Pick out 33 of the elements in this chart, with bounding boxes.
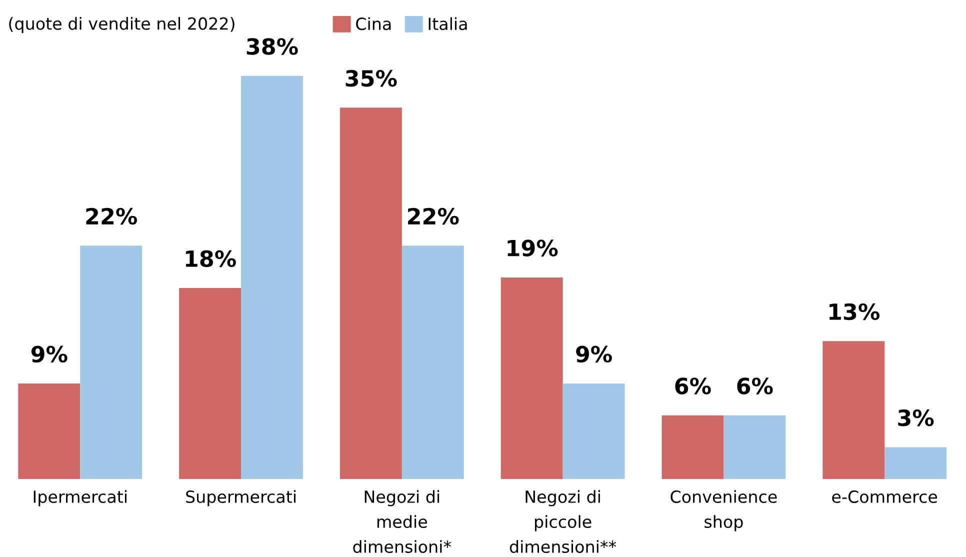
legend-label: Italia <box>428 17 467 30</box>
bar <box>500 277 563 480</box>
legend-label: Cina <box>356 17 391 30</box>
data-label: 19% <box>508 240 558 256</box>
data-label: 13% <box>830 303 880 320</box>
bar <box>884 447 947 480</box>
data-label: 9% <box>31 346 68 363</box>
bar <box>402 246 464 480</box>
data-label: 22% <box>408 208 459 225</box>
bar <box>822 341 885 480</box>
bar <box>179 288 242 480</box>
bar <box>562 384 625 480</box>
bar <box>662 415 724 480</box>
bar <box>80 246 142 480</box>
data-label: 6% <box>675 378 711 394</box>
x-tick-label: Negozi di medie dimensioni* <box>353 490 452 554</box>
data-label: 18% <box>186 250 236 268</box>
x-tick-label: Ipermercati <box>34 490 126 506</box>
x-tick-label: Negozi di piccole dimensioni** <box>510 490 616 554</box>
x-tick-label: Convenience shop <box>670 490 777 532</box>
chart-title: (quote di vendite nel 2022) <box>9 17 234 34</box>
bar <box>340 108 402 480</box>
bar <box>241 76 303 480</box>
x-tick-label: e-Commerce <box>832 490 938 504</box>
data-label: 3% <box>898 409 934 426</box>
x-tick-label: Supermercati <box>186 490 296 506</box>
bar <box>724 415 786 480</box>
bar <box>18 384 80 480</box>
data-label: 35% <box>346 70 397 87</box>
data-label: 22% <box>86 208 137 225</box>
data-label: 6% <box>737 378 773 394</box>
data-label: 9% <box>576 346 612 363</box>
data-label: 38% <box>246 38 298 55</box>
